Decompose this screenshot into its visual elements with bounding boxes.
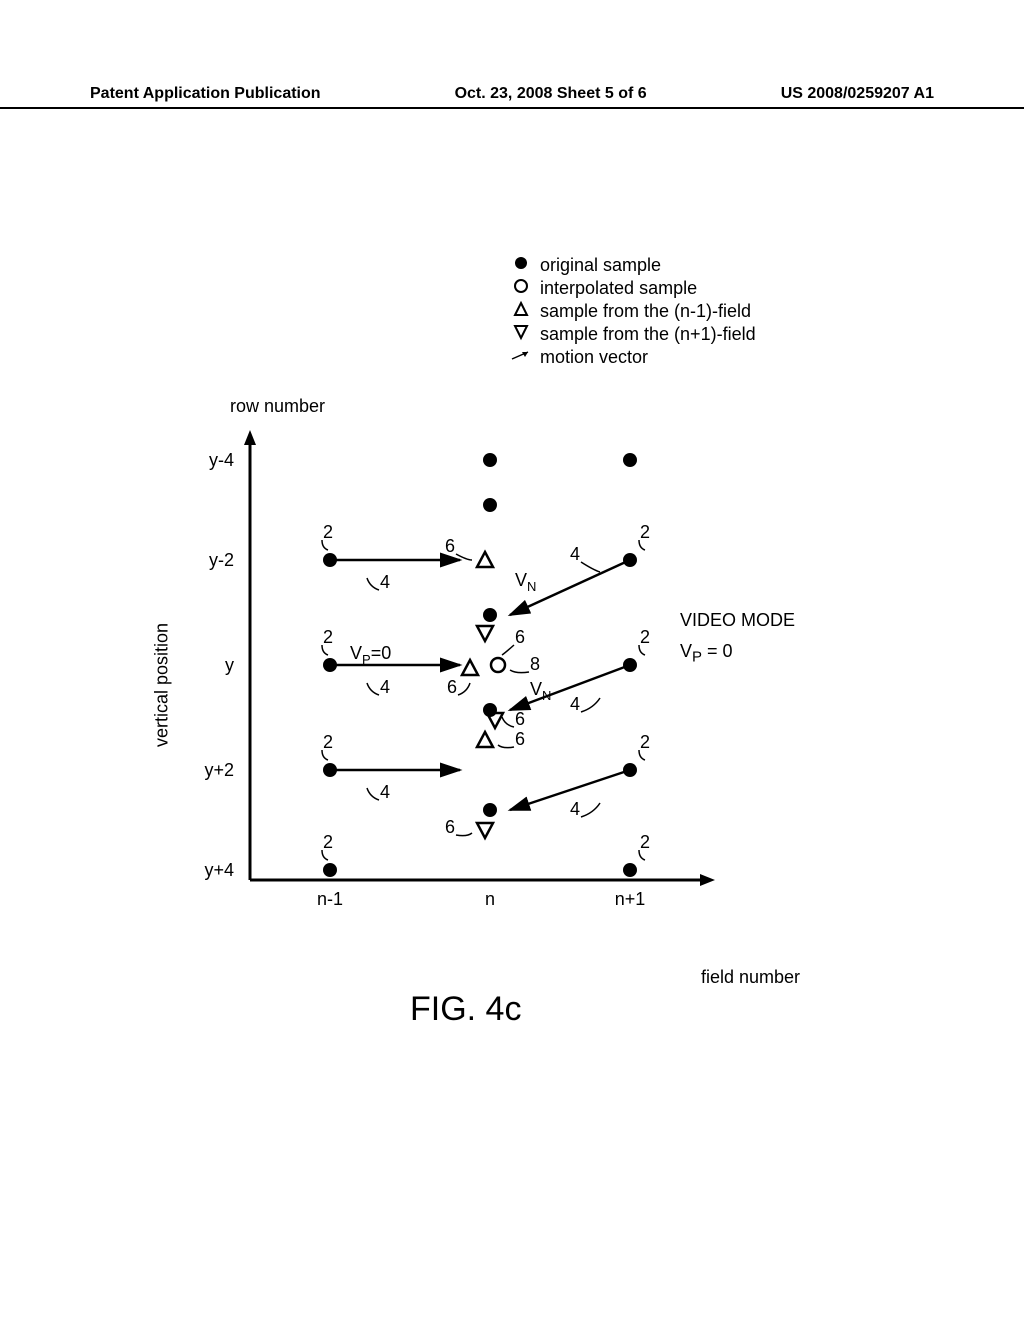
svg-text:2: 2 bbox=[640, 832, 650, 852]
svg-text:4: 4 bbox=[380, 677, 390, 697]
svg-text:8: 8 bbox=[530, 654, 540, 674]
svg-text:2: 2 bbox=[640, 522, 650, 542]
svg-text:VN: VN bbox=[515, 570, 536, 594]
x-axis-label: field number bbox=[701, 967, 800, 988]
svg-text:n-1: n-1 bbox=[317, 889, 343, 909]
video-mode-text: VIDEO MODE bbox=[680, 610, 795, 631]
svg-text:4: 4 bbox=[570, 544, 580, 564]
legend-label: interpolated sample bbox=[540, 278, 697, 299]
legend-label: sample from the (n-1)-field bbox=[540, 301, 751, 322]
svg-text:6: 6 bbox=[445, 817, 455, 837]
svg-text:2: 2 bbox=[323, 627, 333, 647]
arrow-icon bbox=[510, 347, 532, 368]
triangle-up-icon bbox=[510, 301, 532, 322]
svg-text:2: 2 bbox=[323, 522, 333, 542]
legend-item: original sample bbox=[510, 255, 756, 276]
legend-item: motion vector bbox=[510, 347, 756, 368]
page-header: Patent Application Publication Oct. 23, … bbox=[0, 85, 1024, 109]
svg-text:6: 6 bbox=[515, 709, 525, 729]
svg-text:y+4: y+4 bbox=[204, 860, 234, 880]
svg-text:4: 4 bbox=[570, 694, 580, 714]
legend-item: sample from the (n+1)-field bbox=[510, 324, 756, 345]
legend: original sample interpolated sample samp… bbox=[510, 255, 756, 370]
svg-text:2: 2 bbox=[323, 732, 333, 752]
svg-text:4: 4 bbox=[380, 572, 390, 592]
svg-text:4: 4 bbox=[380, 782, 390, 802]
svg-text:2: 2 bbox=[640, 732, 650, 752]
svg-text:n: n bbox=[485, 889, 495, 909]
svg-text:2: 2 bbox=[640, 627, 650, 647]
row-number-label: row number bbox=[230, 396, 325, 417]
svg-text:VP=0: VP=0 bbox=[350, 643, 391, 667]
legend-label: sample from the (n+1)-field bbox=[540, 324, 756, 345]
vp-equals-zero: VP = 0 bbox=[680, 641, 795, 666]
chart-svg: y-4y-2yy+2y+4n-1nn+122222222444444666866… bbox=[150, 430, 830, 940]
header-right: US 2008/0259207 A1 bbox=[781, 85, 934, 103]
svg-text:6: 6 bbox=[445, 536, 455, 556]
figure-caption: FIG. 4c bbox=[410, 990, 521, 1029]
svg-text:n+1: n+1 bbox=[615, 889, 646, 909]
svg-text:4: 4 bbox=[570, 799, 580, 819]
svg-text:6: 6 bbox=[515, 729, 525, 749]
triangle-down-icon bbox=[510, 324, 532, 345]
header-center: Oct. 23, 2008 Sheet 5 of 6 bbox=[455, 85, 647, 103]
side-label: VIDEO MODE VP = 0 bbox=[680, 610, 795, 666]
svg-text:2: 2 bbox=[323, 832, 333, 852]
svg-text:6: 6 bbox=[447, 677, 457, 697]
svg-text:y-4: y-4 bbox=[209, 450, 234, 470]
chart-area: row number vertical position field numbe… bbox=[150, 430, 830, 940]
y-axis-label: vertical position bbox=[152, 623, 173, 747]
legend-label: original sample bbox=[540, 255, 661, 276]
legend-item: interpolated sample bbox=[510, 278, 756, 299]
open-circle-icon bbox=[510, 278, 532, 299]
svg-text:6: 6 bbox=[515, 627, 525, 647]
filled-circle-icon bbox=[510, 255, 532, 276]
svg-text:y: y bbox=[225, 655, 234, 675]
svg-text:y-2: y-2 bbox=[209, 550, 234, 570]
legend-item: sample from the (n-1)-field bbox=[510, 301, 756, 322]
legend-label: motion vector bbox=[540, 347, 648, 368]
svg-text:y+2: y+2 bbox=[204, 760, 234, 780]
header-left: Patent Application Publication bbox=[90, 85, 321, 103]
